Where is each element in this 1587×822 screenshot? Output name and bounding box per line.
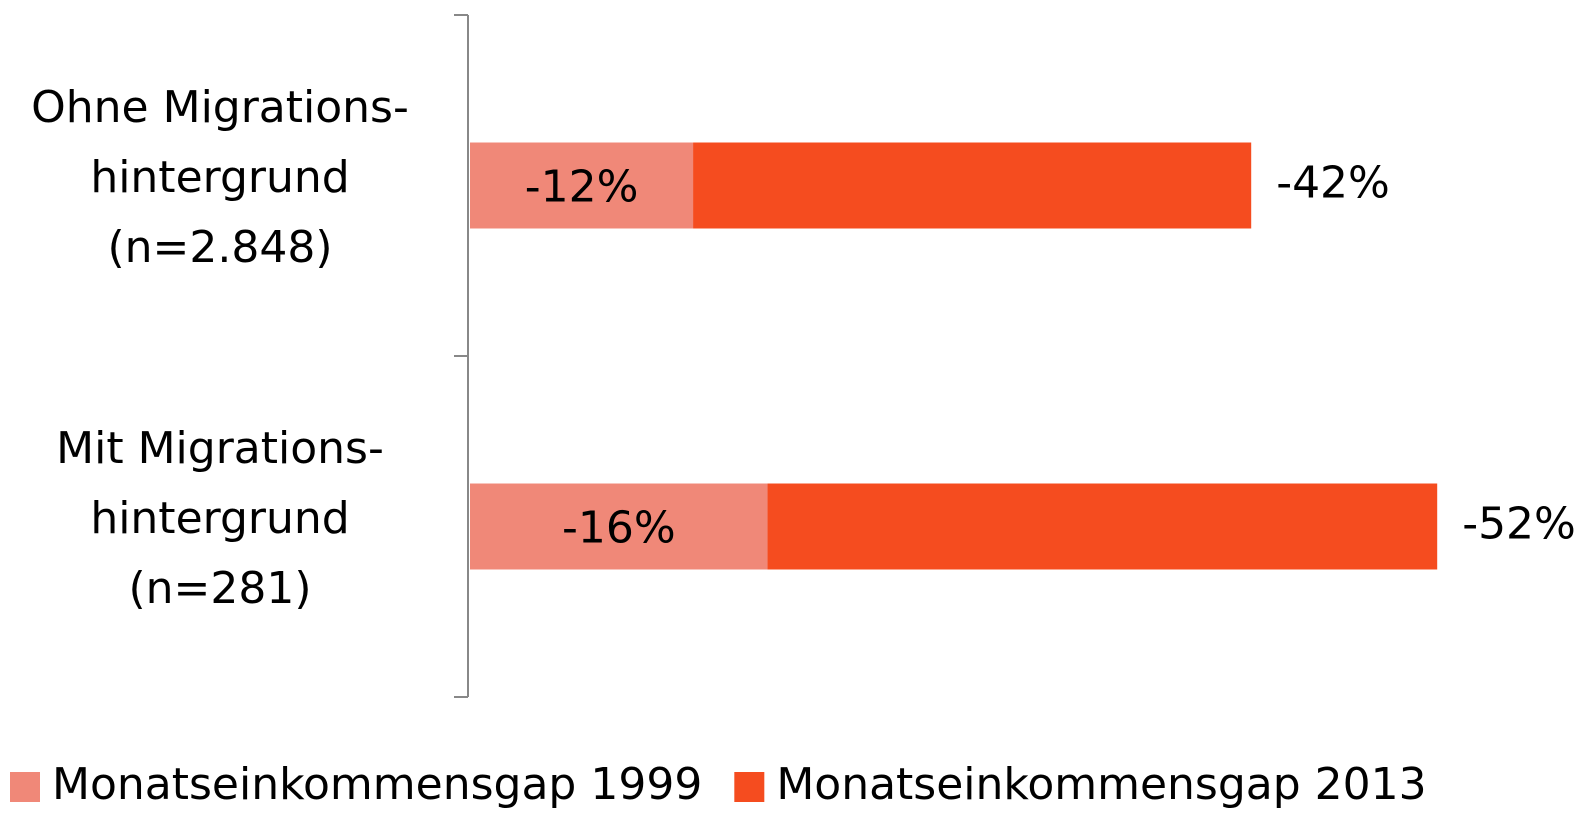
legend-swatch bbox=[10, 772, 40, 802]
y-tick-label: Ohne Migrations- hintergrund (n=2.848) bbox=[31, 81, 409, 273]
legend-label: Monatseinkommensgap 2013 bbox=[776, 759, 1426, 810]
bar bbox=[470, 483, 768, 570]
data-label: -52% bbox=[1462, 499, 1576, 550]
legend-label: Monatseinkommensgap 1999 bbox=[52, 759, 702, 810]
data-label: -12% bbox=[525, 162, 639, 213]
legend-swatch bbox=[734, 772, 765, 802]
data-label: -16% bbox=[562, 503, 676, 554]
bar bbox=[470, 142, 694, 229]
y-tick-label: Mit Migrations- hintergrund (n=281) bbox=[56, 422, 384, 614]
data-label: -42% bbox=[1276, 158, 1390, 209]
